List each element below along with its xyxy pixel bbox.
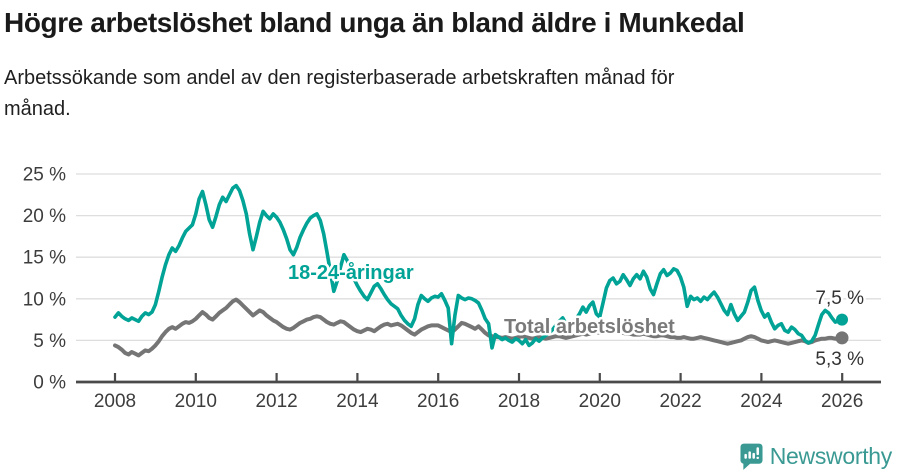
end-value-label-youth: 7,5 % [815,288,864,309]
x-tick-label: 2008 [94,391,136,412]
end-value-label-total: 5,3 % [815,349,864,370]
x-tick-label: 2020 [579,391,621,412]
y-tick-label: 5 % [33,331,66,352]
x-tick-label: 2024 [740,391,783,412]
y-tick-label: 15 % [23,248,66,269]
series-label-total-unemployment: Total arbetslöshet [504,316,675,338]
x-tick-label: 2010 [175,391,217,412]
series-line-total-unemployment [113,297,844,358]
series-label-youth-18-24: 18-24-åringar [288,261,414,284]
y-tick-label: 20 % [23,206,66,227]
page-title: Högre arbetslöshet bland unga än bland ä… [4,7,745,38]
end-dot-total-unemployment [835,331,849,345]
newsworthy-logo-icon [740,443,763,470]
y-tick-label: 10 % [23,289,66,310]
x-tick-label: 2026 [821,391,863,412]
x-tick-label: 2022 [659,391,701,412]
end-dot-youth-18-24 [836,313,848,326]
x-tick-label: 2014 [336,391,379,412]
brand-footer: Newsworthy [740,443,892,470]
page-subtitle: Arbetssökande som andel av den registerb… [4,63,890,125]
x-tick-label: 2016 [417,391,459,412]
subtitle-line-1: Arbetssökande som andel av den registerb… [4,67,675,89]
series-line-youth-18-24 [113,183,844,350]
chart-header: Högre arbetslöshet bland unga än bland ä… [4,6,890,125]
x-tick-label: 2018 [498,391,540,412]
x-tick-label: 2012 [255,391,297,412]
subtitle-line-2: månad. [4,98,71,120]
y-tick-label: 25 % [23,165,66,186]
y-tick-label: 0 % [33,373,66,394]
brand-name: Newsworthy [769,443,893,469]
